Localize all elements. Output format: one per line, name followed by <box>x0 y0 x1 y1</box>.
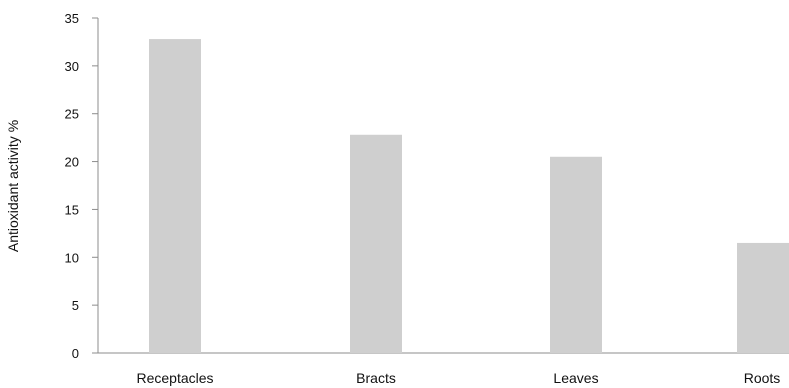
y-tick-label: 30 <box>65 59 79 74</box>
bar-bracts <box>350 134 402 353</box>
y-tick-label: 15 <box>65 202 79 217</box>
bars <box>149 39 789 354</box>
bar-roots <box>737 242 789 353</box>
y-tick-label: 5 <box>72 298 79 313</box>
y-axis-title: Antioxidant activity % <box>5 120 21 252</box>
y-tick-label: 35 <box>65 11 79 26</box>
category-labels: Receptacles Bracts Leaves Roots <box>136 370 780 386</box>
category-label-leaves: Leaves <box>553 370 598 386</box>
y-tick-labels: 0 5 10 15 20 25 30 35 <box>65 11 98 361</box>
category-label-bracts: Bracts <box>356 370 396 386</box>
y-tick-label: 10 <box>65 250 79 265</box>
y-tick-label: 20 <box>65 155 79 170</box>
y-tick-label: 25 <box>65 107 79 122</box>
bar-leaves <box>550 156 602 353</box>
category-label-receptacles: Receptacles <box>136 370 213 386</box>
y-tick-label: 0 <box>72 346 79 361</box>
bar-receptacles <box>149 39 201 354</box>
category-label-roots: Roots <box>744 370 781 386</box>
